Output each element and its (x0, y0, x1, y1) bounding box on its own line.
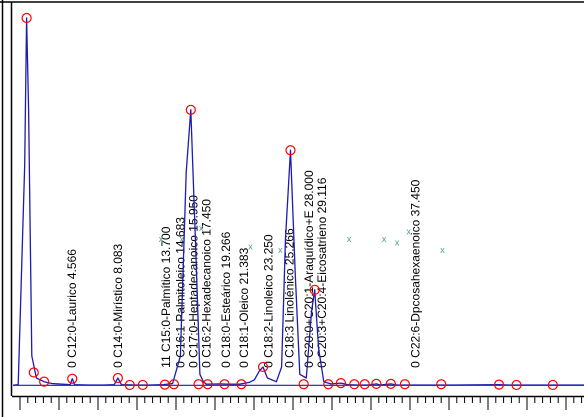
peak-marker-25 (436, 379, 447, 390)
peak-marker-23 (385, 378, 396, 389)
x-marker-6: x (382, 234, 387, 244)
peak-marker-9 (168, 379, 180, 390)
x-marker-3: x (248, 241, 253, 251)
peak-marker-5 (124, 379, 135, 391)
x-marker-2: x (199, 223, 204, 233)
peak-marker-26 (493, 379, 505, 390)
peak-label-6: 0 C18:0-Esteárico 19.266 (219, 231, 233, 367)
peak-marker-24 (399, 379, 411, 390)
peak-marker-17 (298, 379, 309, 390)
peak-label-7: 0 C18:1-Oleico 21.383 (237, 247, 251, 367)
peak-marker-27 (511, 379, 522, 391)
peak-marker-19 (335, 378, 346, 389)
x-marker-8: x (407, 227, 412, 237)
peak-marker-20 (349, 379, 360, 390)
peak-label-9: 0 C18:3 Linolénico 25.266 (282, 228, 296, 368)
peak-marker-2 (39, 376, 50, 387)
peak-marker-8 (185, 104, 196, 115)
peak-label-8: 0 C18:2-Linoleico 23.250 (262, 234, 276, 368)
peak-marker-28 (547, 379, 558, 391)
peak-label-10: 0 C20:0+C20:1-Araquídico+E 28.000 (302, 170, 316, 368)
peak-marker-4 (112, 372, 123, 384)
peak-marker-21 (359, 379, 370, 390)
peak-label-1: 0 C14:0-Mirístico 8.083 (111, 243, 125, 367)
x-marker-5: x (347, 234, 352, 244)
peak-markers-layer (21, 12, 558, 391)
peak-marker-15 (285, 145, 296, 156)
peak-label-5: 0 C16:2-Hexadecanoico 17.450 (199, 199, 213, 368)
peak-label-4: 0 C17:0-Heptadecanoico 15.950 (186, 195, 200, 368)
peak-marker-1 (28, 367, 39, 378)
peak-label-11: 0 C20:3+C20:4-Eicosatrieno 29.116 (315, 177, 329, 368)
peak-marker-13 (236, 379, 247, 390)
peak-marker-18 (323, 379, 334, 390)
peak-label-0: 0 C12:0-Laurico 4.566 (65, 249, 79, 368)
peak-marker-3 (67, 373, 78, 384)
peak-label-12: 0 C22:6-Dpcosahexaenoico 37.450 (408, 179, 422, 367)
peak-marker-0 (21, 12, 32, 24)
x-marker-0: x (159, 234, 164, 244)
peak-marker-12 (219, 379, 230, 390)
x-marker-9: x (440, 245, 445, 255)
peak-marker-6 (137, 379, 148, 391)
peak-marker-16 (309, 284, 320, 295)
x-marker-7: x (395, 238, 400, 248)
peak-labels-layer: 0 C12:0-Laurico 4.566 0 C14:0-Mirístico 8… (65, 170, 422, 368)
peak-marker-22 (371, 378, 382, 389)
x-marker-1: x (179, 234, 184, 244)
peak-marker-14 (257, 361, 269, 373)
peak-marker-11 (202, 379, 213, 390)
peak-label-2: 11 C15:0-Palmítico 13.700 (159, 226, 173, 368)
x-marker-4: x (278, 245, 283, 255)
x-markers-layer: x xxx xx x xxx (159, 223, 446, 255)
